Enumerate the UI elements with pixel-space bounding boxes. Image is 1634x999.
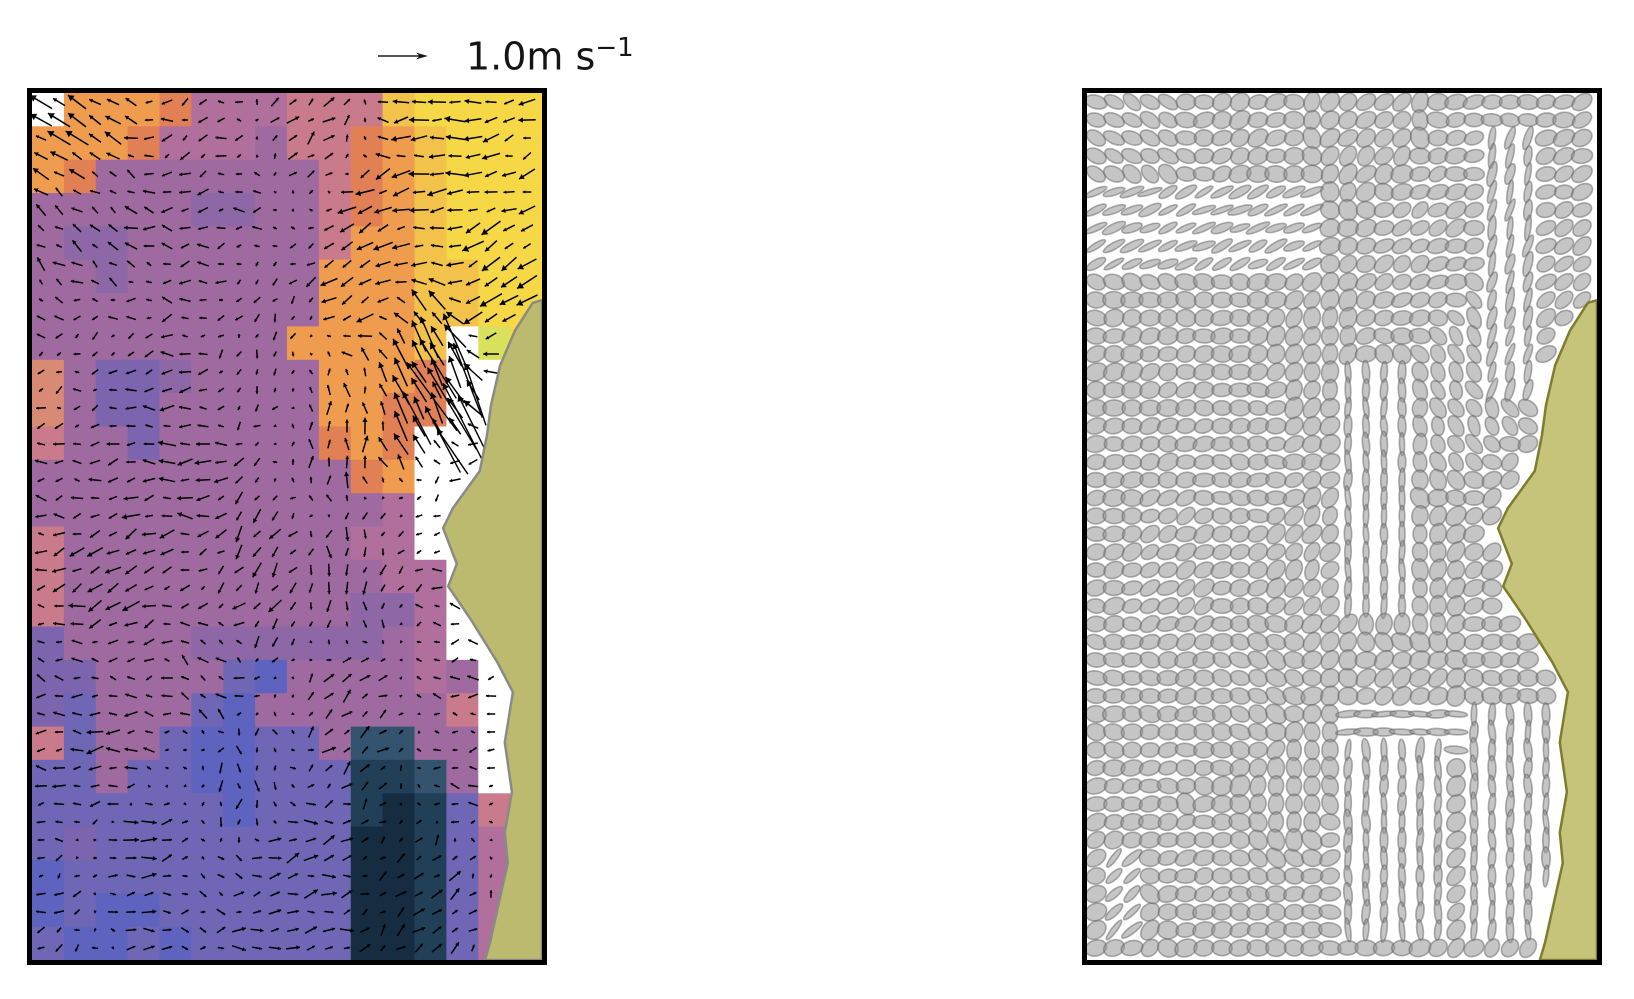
land-left [441, 298, 542, 960]
quiver-key: 1.0m s−1 [370, 30, 634, 82]
quiver-key-arrow-icon [378, 52, 428, 60]
quiver-key-exponent: −1 [595, 33, 634, 64]
right-panel-ellipse-map [1082, 88, 1602, 965]
quiver-key-label: 1.0m s−1 [466, 33, 634, 79]
left-panel-plot [32, 93, 542, 960]
land-right [1496, 298, 1597, 960]
left-panel-current-map [27, 88, 547, 965]
right-panel-plot [1087, 93, 1597, 960]
